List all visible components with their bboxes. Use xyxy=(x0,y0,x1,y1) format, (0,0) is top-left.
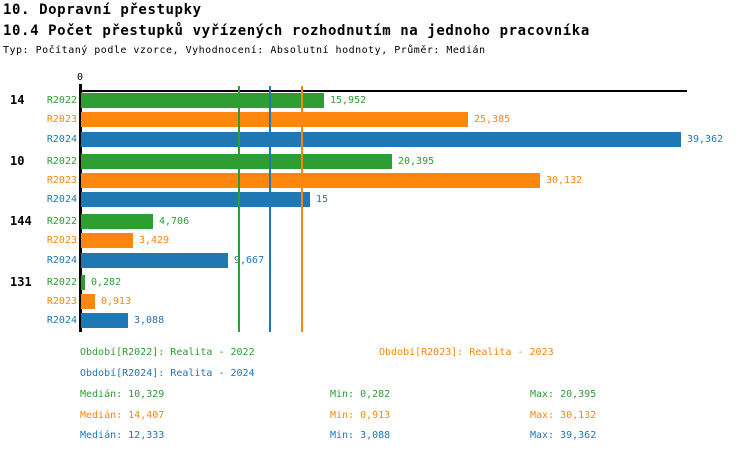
bar-r2023-group-131 xyxy=(81,293,95,309)
median-line-r2023 xyxy=(301,86,303,332)
bar-r2022-group-14 xyxy=(81,93,324,108)
bar-value-label: 3,088 xyxy=(134,315,165,327)
stat-min-r2023: Min: 0,913 xyxy=(330,410,391,421)
page-title: 10. Dopravní přestupky xyxy=(3,2,202,18)
series-row-label: R2023 xyxy=(46,114,77,126)
series-row-label: R2024 xyxy=(46,315,77,327)
series-row-label: R2023 xyxy=(46,174,77,186)
median-line-r2022 xyxy=(238,86,240,332)
stat-max-r2024: Max: 39,362 xyxy=(530,430,597,441)
bar-r2023-group-10 xyxy=(81,172,540,188)
bar-value-label: 20,395 xyxy=(398,155,435,167)
series-row-label: R2022 xyxy=(46,216,77,227)
bar-r2023-group-14 xyxy=(81,112,468,128)
bar-value-label: 25,385 xyxy=(474,114,511,126)
bar-value-label: 39,362 xyxy=(687,133,724,145)
stat-min-r2024: Min: 3,088 xyxy=(330,430,391,441)
bar-r2022-group-131 xyxy=(81,274,85,290)
bar-value-label: 0,282 xyxy=(91,276,122,288)
bar-value-label: 4,706 xyxy=(159,216,190,227)
stat-max-r2023: Max: 30,132 xyxy=(530,410,597,421)
bar-r2022-group-10 xyxy=(81,153,392,169)
bar-r2023-group-144 xyxy=(81,233,133,249)
series-row-label: R2023 xyxy=(46,235,77,247)
bar-r2024-group-14 xyxy=(81,131,681,147)
stat-max-r2022: Max: 20,395 xyxy=(530,389,597,400)
group-label: 131 xyxy=(10,274,32,289)
stat-median-r2022: Medián: 10,329 xyxy=(80,389,165,400)
bar-value-label: 30,132 xyxy=(546,174,583,186)
series-row-label: R2022 xyxy=(46,95,77,106)
series-row-label: R2024 xyxy=(46,133,77,145)
plot-area: 0 14 R2022 15,952 R2023 25,385 R2024 39,362 10 R… xyxy=(10,72,724,332)
bar-value-label: 3,429 xyxy=(139,235,170,247)
stat-min-r2022: Min: 0,282 xyxy=(330,389,391,400)
stat-median-r2024: Medián: 12,333 xyxy=(80,430,165,441)
series-row-label: R2023 xyxy=(46,295,77,307)
group-label: 14 xyxy=(10,93,25,107)
x-axis-line xyxy=(80,90,687,92)
legend-item-r2023: Období[R2023]: Realita - 2023 xyxy=(379,347,554,358)
bar-value-label: 15,952 xyxy=(330,95,367,106)
chart-subtitle: 10.4 Počet přestupků vyřízených rozhodnu… xyxy=(3,23,590,39)
series-row-label: R2024 xyxy=(46,254,77,266)
bar-value-label: 15 xyxy=(316,194,329,206)
x-axis-zero-label: 0 xyxy=(76,72,84,83)
bar-value-label: 9,667 xyxy=(234,254,265,266)
series-row-label: R2024 xyxy=(46,194,77,206)
bar-r2022-group-144 xyxy=(81,214,153,229)
series-row-label: R2022 xyxy=(46,155,77,167)
y-axis-line xyxy=(79,84,82,332)
series-row-label: R2022 xyxy=(46,276,77,288)
legend-item-r2022: Období[R2022]: Realita - 2022 xyxy=(80,347,255,358)
bar-r2024-group-131 xyxy=(81,313,128,329)
bar-r2024-group-144 xyxy=(81,252,228,268)
bar-r2024-group-10 xyxy=(81,192,310,208)
stat-median-r2023: Medián: 14,407 xyxy=(80,410,165,421)
median-line-r2024 xyxy=(269,86,271,332)
chart-meta-line: Typ: Počítaný podle vzorce, Vyhodnocení:… xyxy=(3,45,486,56)
group-label: 10 xyxy=(10,153,25,168)
legend-item-r2024: Období[R2024]: Realita - 2024 xyxy=(80,368,255,379)
group-label: 144 xyxy=(10,214,32,228)
bar-value-label: 0,913 xyxy=(101,295,132,307)
